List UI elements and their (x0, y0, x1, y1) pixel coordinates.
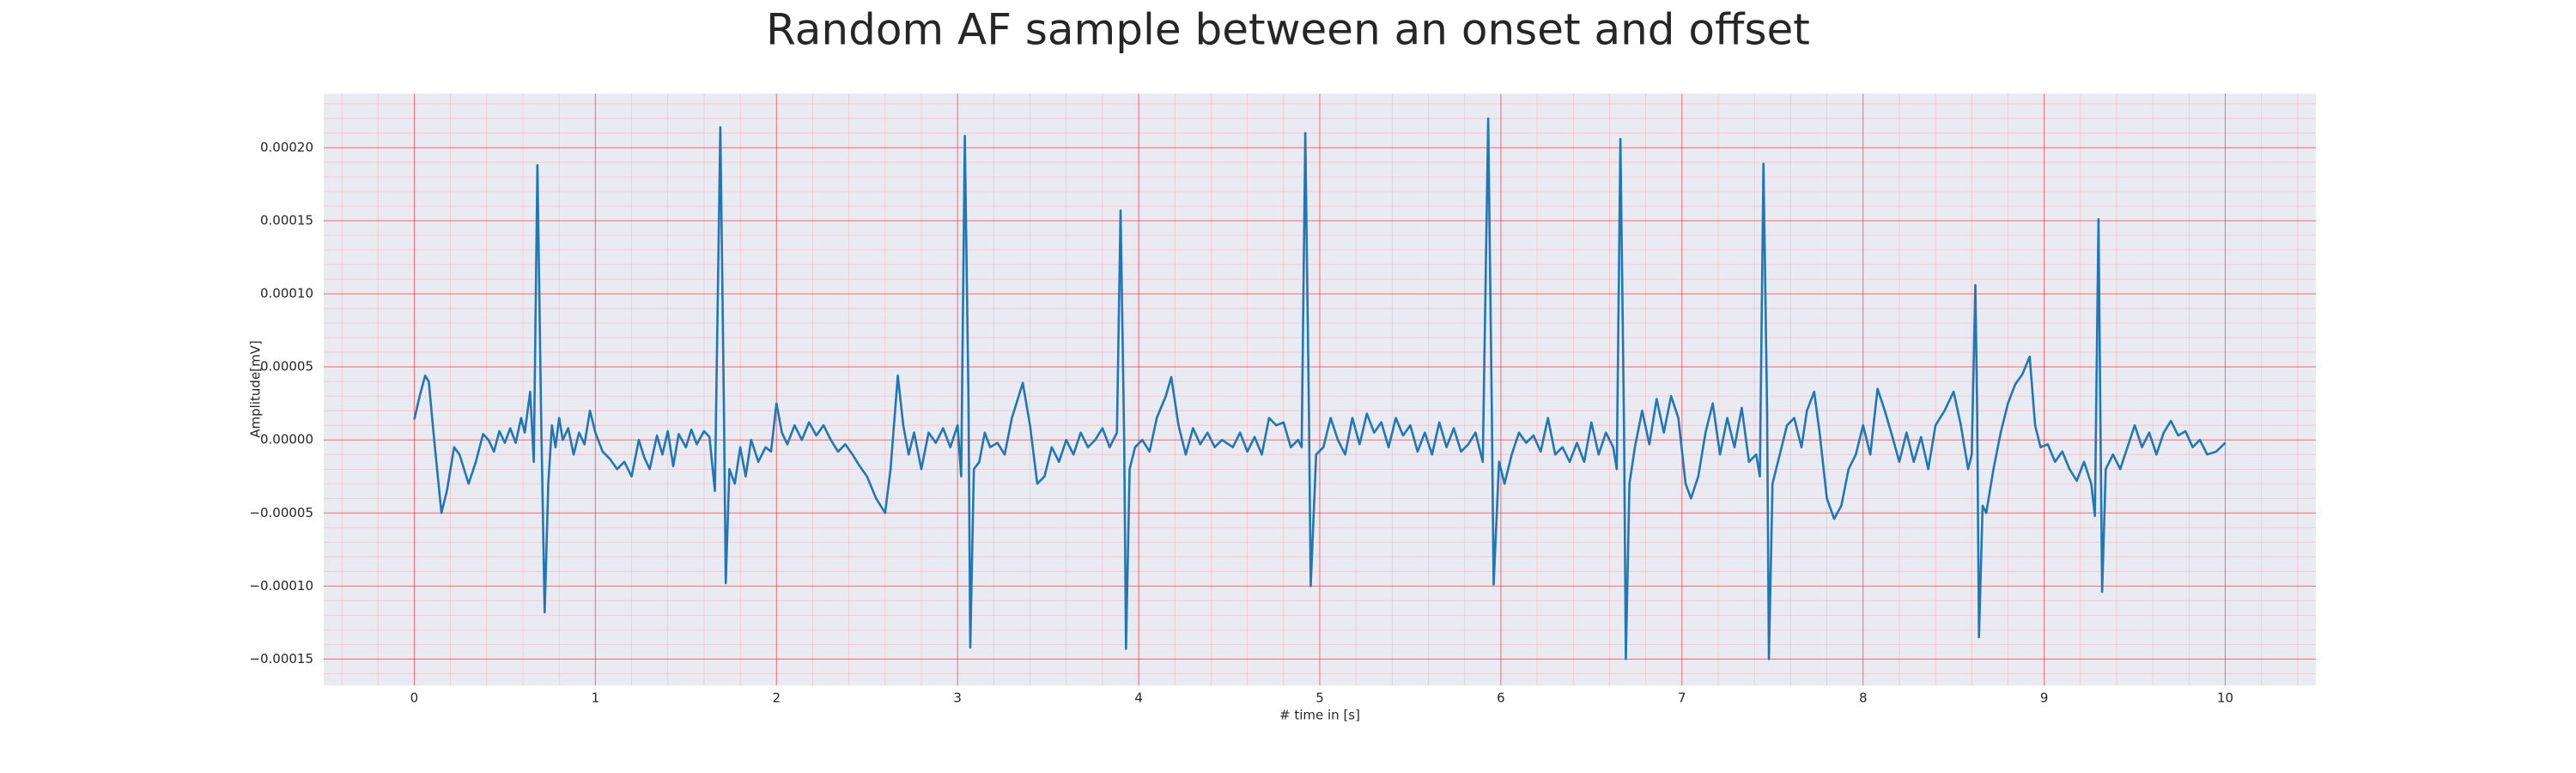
marks (413, 117, 2227, 660)
grid (324, 94, 2316, 685)
y-tick-label: −0.00015 (249, 651, 313, 666)
y-axis-label: Amplitude[mV] (248, 340, 264, 437)
y-tick-label: 0.00000 (260, 432, 313, 447)
x-tick-label: 9 (2040, 691, 2049, 706)
x-axis-label: # time in [s] (1279, 708, 1360, 723)
y-tick-label: −0.00010 (249, 578, 313, 593)
chart-title: Random AF sample between an onset and of… (766, 5, 1810, 55)
x-tick-label: 0 (410, 691, 419, 706)
y-tick-label: 0.00015 (260, 213, 313, 228)
y-tick-label: 0.00020 (260, 139, 313, 155)
x-tick-label: 1 (592, 691, 600, 706)
x-tick-label: 10 (2217, 691, 2233, 706)
labels: 0 1 2 3 4 5 6 7 8 9 10 −0.00015 −0.00010 −0.00005 0.00… (249, 139, 2233, 705)
signal-line (413, 117, 2227, 660)
x-tick-label: 2 (772, 691, 781, 706)
y-tick-label: 0.00010 (260, 286, 313, 301)
y-tick-label: 0.00005 (260, 359, 313, 374)
x-tick-label: 6 (1497, 691, 1505, 706)
x-tick-label: 3 (953, 691, 962, 706)
y-tick-label: −0.00005 (249, 505, 313, 520)
x-tick-label: 7 (1678, 691, 1686, 706)
x-tick-label: 5 (1315, 691, 1324, 706)
x-tick-label: 8 (1859, 691, 1868, 706)
x-tick-label: 4 (1134, 691, 1143, 706)
